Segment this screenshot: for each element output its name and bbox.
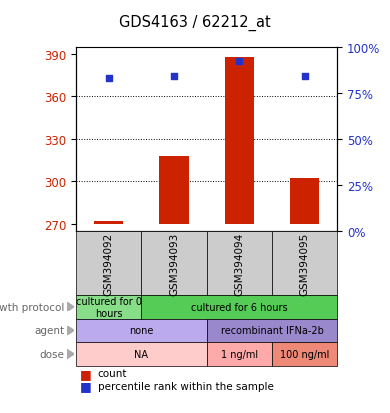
Text: cultured for 6 hours: cultured for 6 hours	[191, 302, 288, 312]
Text: GDS4163 / 62212_at: GDS4163 / 62212_at	[119, 14, 271, 31]
Text: recombinant IFNa-2b: recombinant IFNa-2b	[221, 325, 323, 336]
Text: GSM394093: GSM394093	[169, 232, 179, 295]
Text: cultured for 0
hours: cultured for 0 hours	[76, 296, 142, 318]
Text: 1 ng/ml: 1 ng/ml	[221, 349, 258, 359]
Bar	[290, 179, 319, 224]
Polygon shape	[67, 326, 74, 335]
Text: count: count	[98, 368, 127, 378]
Text: 100 ng/ml: 100 ng/ml	[280, 349, 330, 359]
Text: none: none	[129, 325, 154, 336]
Polygon shape	[67, 302, 74, 311]
Point	[106, 76, 112, 82]
Polygon shape	[67, 349, 74, 358]
Text: growth protocol: growth protocol	[0, 302, 64, 312]
Text: GSM394092: GSM394092	[104, 232, 114, 295]
Bar	[94, 221, 123, 224]
Bar	[160, 157, 189, 224]
Bar	[225, 57, 254, 224]
Point	[301, 74, 308, 80]
Text: NA: NA	[135, 349, 148, 359]
Point	[236, 59, 243, 66]
Point	[171, 74, 177, 80]
Text: GSM394094: GSM394094	[234, 232, 245, 295]
Text: dose: dose	[39, 349, 64, 359]
Text: ■: ■	[80, 379, 92, 392]
Text: ■: ■	[80, 367, 92, 380]
Text: percentile rank within the sample: percentile rank within the sample	[98, 381, 273, 391]
Text: agent: agent	[34, 325, 64, 336]
Text: GSM394095: GSM394095	[300, 232, 310, 295]
